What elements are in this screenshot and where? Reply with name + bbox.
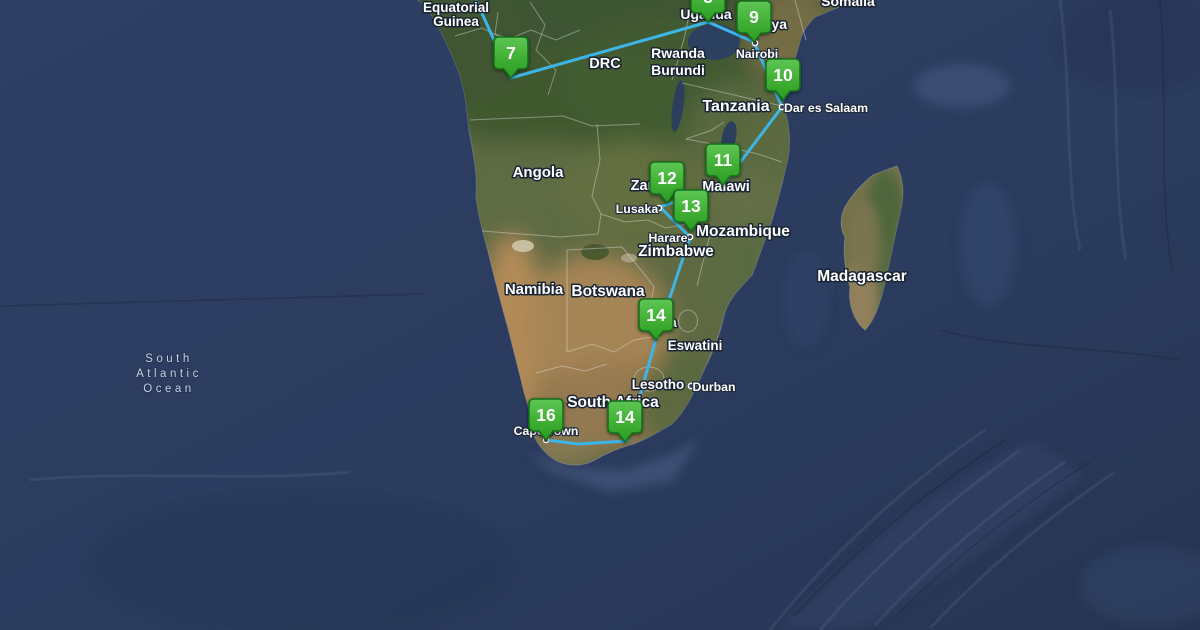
- etosha-pan: [512, 240, 534, 252]
- country-label-zimbabwe: Zimbabwe: [638, 243, 714, 260]
- lake-victoria: [688, 24, 740, 60]
- marker-number: 14: [646, 305, 666, 325]
- makgadikgadi-pan: [621, 253, 637, 263]
- marker-number: 13: [681, 196, 701, 216]
- country-label-madagascar: Madagascar: [817, 268, 907, 285]
- marker-number: 12: [657, 168, 677, 188]
- ocean-label-line3: Ocean: [143, 383, 194, 395]
- marker-number: 14: [615, 407, 635, 427]
- marker-number: 7: [506, 43, 516, 63]
- country-label-rwanda: Rwanda: [651, 45, 705, 61]
- country-label-botswana: Botswana: [571, 283, 645, 300]
- city-label-durban: Durban: [692, 380, 735, 394]
- marker-14-south[interactable]: 14: [607, 400, 643, 443]
- ocean-label-line2: Atlantic: [136, 368, 202, 380]
- marker-13[interactable]: 13: [673, 189, 709, 232]
- marker-10[interactable]: 10: [765, 58, 801, 101]
- city-dot-lusaka: [655, 204, 663, 212]
- country-label-eswatini: Eswatini: [668, 338, 723, 353]
- country-label-namibia: Namibia: [505, 281, 564, 298]
- ocean-floor-patches: [90, 0, 1200, 630]
- marker-12[interactable]: 12: [649, 161, 685, 204]
- marker-number: 16: [536, 405, 556, 425]
- city-label-dar-es-salaam: Dar es Salaam: [784, 101, 868, 115]
- country-label-lesotho: Lesotho: [632, 377, 685, 392]
- country-label-somalia: Somalia: [821, 0, 875, 9]
- marker-number: 11: [714, 150, 733, 170]
- country-label-burundi: Burundi: [651, 62, 705, 78]
- okavango-delta: [581, 244, 609, 260]
- marker-11[interactable]: 11: [705, 143, 741, 186]
- city-dot-durban: [687, 382, 695, 390]
- city-dot-dar-es-salaam: [778, 103, 786, 111]
- africa-landmass: [417, 0, 861, 466]
- lake-tanganyika: [671, 80, 685, 132]
- route-markers: 7 8 9 10 11 12 13 14: [493, 0, 801, 443]
- map-labels: South Atlantic Ocean Equatorial Guinea S…: [135, 0, 908, 439]
- marker-14-north[interactable]: 14: [638, 298, 674, 341]
- country-label-equatorial-guinea-line1: Equatorial: [423, 0, 489, 15]
- city-label-lusaka: Lusaka: [616, 202, 659, 216]
- marker-9[interactable]: 9: [736, 0, 772, 43]
- marker-7[interactable]: 7: [493, 36, 529, 79]
- marker-8[interactable]: 8: [690, 0, 726, 23]
- marker-number: 10: [773, 65, 793, 85]
- city-label-nairobi: Nairobi: [736, 47, 778, 61]
- country-label-equatorial-guinea-line2: Guinea: [433, 14, 479, 29]
- country-label-tanzania: Tanzania: [702, 98, 769, 115]
- country-label-mozambique: Mozambique: [696, 223, 790, 240]
- marker-16[interactable]: 16: [528, 398, 564, 441]
- city-dot-harare: [686, 233, 694, 241]
- marker-number: 8: [703, 0, 713, 7]
- marker-number: 9: [749, 7, 759, 27]
- country-label-drc: DRC: [589, 56, 621, 72]
- ocean-label-line1: South: [145, 353, 193, 365]
- country-label-malawi: Malawi: [702, 179, 750, 195]
- country-label-angola: Angola: [513, 164, 564, 181]
- city-label-harare: Harare: [649, 231, 688, 245]
